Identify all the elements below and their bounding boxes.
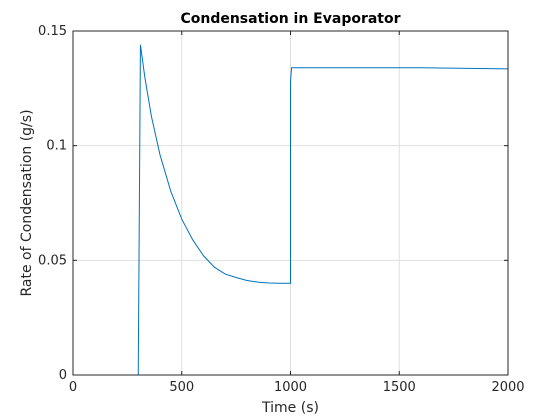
chart-title: Condensation in Evaporator [180, 11, 400, 27]
x-tick-label: 0 [69, 380, 77, 395]
x-tick-label: 500 [169, 380, 194, 395]
y-axis-label: Rate of Condensation (g/s) [19, 109, 35, 296]
y-tick-label: 0 [59, 368, 67, 383]
x-axis-label: Time (s) [261, 400, 319, 416]
series-line [73, 44, 509, 376]
x-tick-label: 1500 [383, 380, 416, 395]
y-tick-label: 0.1 [46, 139, 67, 154]
x-tick-labels: 0 500 1000 1500 2000 [69, 380, 525, 395]
y-tick-label: 0.15 [38, 24, 67, 39]
y-tick-label: 0.05 [38, 253, 67, 268]
tick-marks [72, 30, 509, 376]
series-layer [73, 44, 509, 376]
y-tick-labels: 0 0.05 0.1 0.15 [38, 24, 67, 383]
x-tick-label: 2000 [491, 380, 524, 395]
x-tick-label: 1000 [274, 380, 307, 395]
